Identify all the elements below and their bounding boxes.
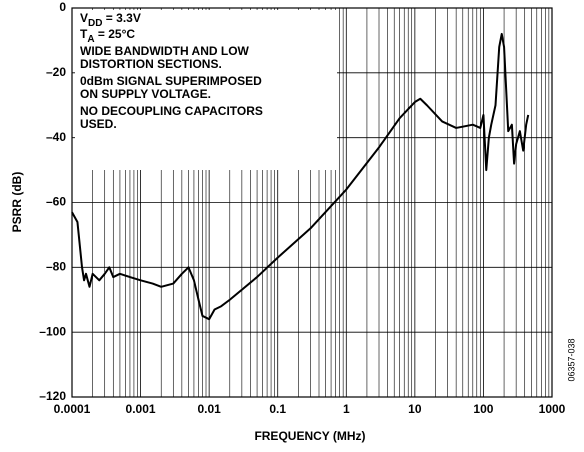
annotation-text: DISTORTION SECTIONS. <box>80 57 222 71</box>
y-tick-label: –60 <box>46 195 66 209</box>
annotation-box <box>75 10 337 170</box>
annotation-text: V <box>80 11 88 25</box>
data-line <box>71 32 530 321</box>
x-tick-label: 1 <box>343 402 350 416</box>
x-axis-label: FREQUENCY (MHz) <box>254 429 365 443</box>
figure-id: 06357-038 <box>566 338 576 381</box>
y-tick-label: –80 <box>46 260 66 274</box>
annotation-text: = 3.3V <box>102 11 140 25</box>
annotation: NO DECOUPLING CAPACITORS <box>80 104 263 118</box>
x-tick-label: 0.1 <box>269 402 286 416</box>
y-tick-label: –120 <box>39 389 66 403</box>
annotation: 0dBm SIGNAL SUPERIMPOSED <box>80 74 262 88</box>
annotation-text: WIDE BANDWIDTH AND LOW <box>80 44 250 58</box>
annotation: DISTORTION SECTIONS. <box>80 57 222 71</box>
x-tick-label: 100 <box>473 402 493 416</box>
x-tick-label: 0.01 <box>197 402 221 416</box>
x-tick-label: 0.001 <box>126 402 156 416</box>
y-tick-label: –20 <box>46 65 66 79</box>
annotation-text: = 25°C <box>95 27 136 41</box>
annotation-text: 0dBm SIGNAL SUPERIMPOSED <box>80 74 262 88</box>
x-tick-label: 10 <box>408 402 422 416</box>
y-tick-label: –40 <box>46 130 66 144</box>
annotation: WIDE BANDWIDTH AND LOW <box>80 44 250 58</box>
y-tick-label: –100 <box>39 324 66 338</box>
annotation-text: USED. <box>80 117 117 131</box>
annotation: TA = 25°C <box>80 27 135 45</box>
annotation: VDD = 3.3V <box>80 11 141 29</box>
annotation: USED. <box>80 117 117 131</box>
plot-frame <box>71 7 553 398</box>
x-tick-label: 0.0001 <box>54 402 91 416</box>
annotation-text: T <box>80 27 88 41</box>
annotation-text: NO DECOUPLING CAPACITORS <box>80 104 263 118</box>
y-axis-label: PSRR (dB) <box>10 172 24 233</box>
annotation-subscript: A <box>87 34 94 45</box>
annotation-subscript: DD <box>88 18 102 29</box>
annotation: ON SUPPLY VOLTAGE. <box>80 87 211 101</box>
annotation-text: ON SUPPLY VOLTAGE. <box>80 87 211 101</box>
y-tick-label: 0 <box>59 0 66 14</box>
x-tick-label: 1000 <box>539 402 566 416</box>
